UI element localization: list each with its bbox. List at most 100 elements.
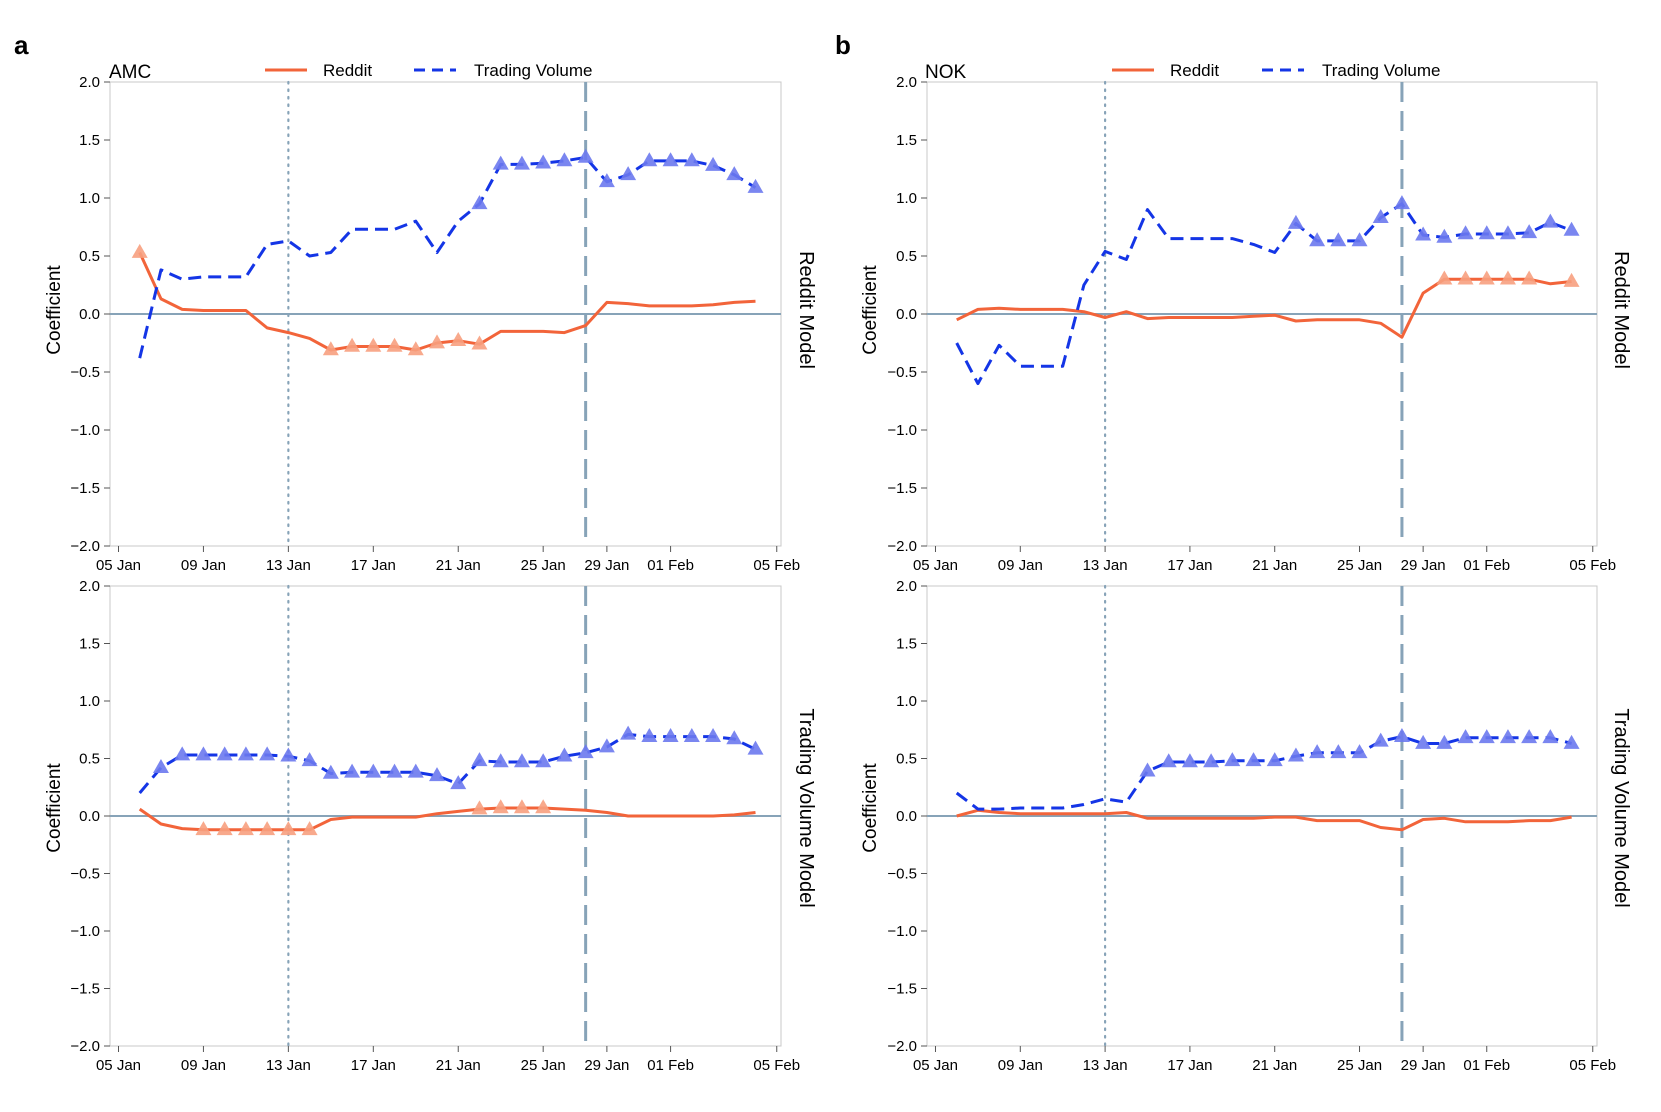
- marker-reddit: [1499, 270, 1516, 285]
- y-tick-label: −1.0: [70, 422, 100, 439]
- x-tick-label: 25 Jan: [1337, 1057, 1382, 1074]
- marker-trading-volume: [344, 763, 361, 778]
- marker-trading-volume: [1478, 225, 1495, 240]
- y-tick-label: −1.5: [70, 480, 100, 497]
- x-tick-label: 05 Feb: [753, 557, 800, 574]
- y-tick-label: 1.5: [79, 636, 100, 653]
- y-axis-title: Coefficient: [860, 763, 881, 853]
- marker-reddit: [1436, 270, 1453, 285]
- marker-trading-volume: [662, 152, 679, 167]
- marker-trading-volume: [1542, 213, 1559, 228]
- marker-trading-volume: [1309, 744, 1326, 759]
- marker-trading-volume: [1542, 729, 1559, 744]
- x-tick-label: 17 Jan: [1167, 557, 1212, 574]
- x-tick-label: 05 Feb: [1569, 1057, 1616, 1074]
- row-title-volume-model: Trading Volume Model: [795, 708, 817, 907]
- y-tick-label: −1.5: [70, 981, 100, 998]
- marker-reddit: [386, 337, 403, 352]
- y-tick-label: −0.5: [70, 364, 100, 381]
- x-tick-label: 05 Jan: [913, 557, 958, 574]
- stock-label-nok: NOK: [925, 62, 967, 83]
- y-tick-label: 0.0: [79, 306, 100, 323]
- marker-trading-volume: [598, 738, 615, 753]
- x-tick-label: 05 Feb: [1569, 557, 1616, 574]
- marker-trading-volume: [386, 763, 403, 778]
- marker-trading-volume: [174, 746, 191, 761]
- marker-trading-volume: [1499, 225, 1516, 240]
- marker-trading-volume: [492, 155, 509, 170]
- marker-trading-volume: [237, 746, 254, 761]
- y-tick-label: −0.5: [70, 866, 100, 883]
- y-tick-label: 1.5: [896, 132, 917, 149]
- marker-trading-volume: [1287, 214, 1304, 229]
- marker-trading-volume: [1415, 734, 1432, 749]
- y-tick-label: 0.0: [896, 306, 917, 323]
- marker-trading-volume: [726, 166, 743, 181]
- marker-trading-volume: [471, 195, 488, 210]
- y-tick-label: 1.5: [896, 636, 917, 653]
- plot-nok-volume-model: 2.0 1.5 1.0 0.5 0.0 −0.5 −1.0 −1.5 −2.0 05 Jan 09 …: [887, 578, 1616, 1074]
- marker-trading-volume: [1224, 752, 1241, 767]
- legend-volume-label: Trading Volume: [474, 61, 592, 80]
- marker-reddit: [429, 334, 446, 349]
- marker-trading-volume: [641, 727, 658, 742]
- y-tick-label: −1.0: [887, 923, 917, 940]
- row-title-volume-model: Trading Volume Model: [1610, 708, 1632, 907]
- y-tick-label: 0.5: [896, 248, 917, 265]
- marker-trading-volume: [1521, 224, 1538, 239]
- marker-trading-volume: [1203, 753, 1220, 768]
- marker-trading-volume: [747, 740, 764, 755]
- x-tick-label: 17 Jan: [1167, 1057, 1212, 1074]
- marker-trading-volume: [726, 730, 743, 745]
- y-tick-label: −1.0: [70, 923, 100, 940]
- y-tick-label: 1.5: [79, 132, 100, 149]
- x-tick-label: 29 Jan: [584, 1057, 629, 1074]
- x-tick-label: 09 Jan: [181, 1057, 226, 1074]
- marker-trading-volume: [705, 727, 722, 742]
- y-tick-label: −0.5: [887, 364, 917, 381]
- marker-trading-volume: [705, 156, 722, 171]
- x-tick-label: 13 Jan: [266, 1057, 311, 1074]
- marker-trading-volume: [407, 763, 424, 778]
- x-tick-label: 01 Feb: [647, 557, 694, 574]
- marker-trading-volume: [1563, 221, 1580, 236]
- marker-reddit: [301, 821, 318, 836]
- x-tick-label: 29 Jan: [1401, 1057, 1446, 1074]
- y-tick-label: 1.0: [896, 190, 917, 207]
- marker-trading-volume: [1351, 232, 1368, 247]
- x-tick-label: 09 Jan: [998, 557, 1043, 574]
- marker-trading-volume: [1521, 729, 1538, 744]
- marker-trading-volume: [1287, 747, 1304, 762]
- marker-trading-volume: [471, 752, 488, 767]
- marker-trading-volume: [280, 747, 297, 762]
- y-tick-label: 0.5: [79, 751, 100, 768]
- marker-trading-volume: [683, 152, 700, 167]
- marker-trading-volume: [1499, 729, 1516, 744]
- y-tick-label: −1.5: [887, 480, 917, 497]
- series-line-reddit: [956, 808, 1572, 832]
- marker-reddit: [259, 821, 276, 836]
- x-tick-label: 29 Jan: [1401, 557, 1446, 574]
- y-tick-label: 0.0: [79, 808, 100, 825]
- marker-reddit: [1563, 272, 1580, 287]
- marker-trading-volume: [1436, 734, 1453, 749]
- marker-trading-volume: [556, 747, 573, 762]
- y-tick-label: 0.5: [79, 248, 100, 265]
- plot-amc-volume-model: 2.0 1.5 1.0 0.5 0.0 −0.5 −1.0 −1.5 −2.0 05 Jan 09 …: [70, 578, 800, 1074]
- legend-a: Reddit Trading Volume: [265, 61, 592, 80]
- x-tick-label: 21 Jan: [1252, 557, 1297, 574]
- x-tick-label: 29 Jan: [584, 557, 629, 574]
- marker-trading-volume: [1436, 228, 1453, 243]
- x-tick-label: 05 Feb: [753, 1057, 800, 1074]
- marker-trading-volume: [195, 746, 212, 761]
- marker-trading-volume: [1457, 729, 1474, 744]
- marker-trading-volume: [1393, 727, 1410, 742]
- stock-label-amc: AMC: [109, 62, 151, 83]
- marker-trading-volume: [322, 764, 339, 779]
- marker-trading-volume: [1330, 744, 1347, 759]
- marker-trading-volume: [513, 155, 530, 170]
- marker-trading-volume: [1139, 762, 1156, 777]
- series-line-trading-volume: [955, 735, 1572, 811]
- plot-nok-reddit-model: 2.0 1.5 1.0 0.5 0.0 −0.5 −1.0 −1.5 −2.0 05 Jan 09 …: [887, 74, 1616, 574]
- x-tick-label: 17 Jan: [351, 557, 396, 574]
